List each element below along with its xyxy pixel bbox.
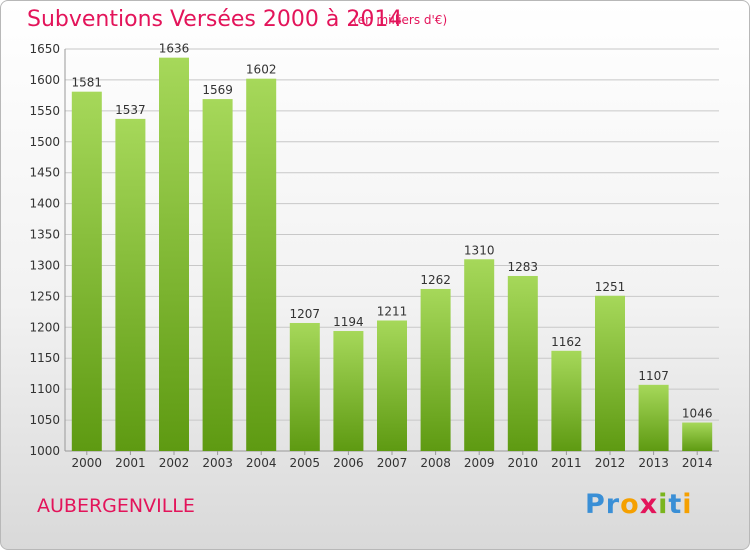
logo-letter: P [585,489,606,520]
data-label-2007: 1211 [377,305,408,319]
data-label-2008: 1262 [420,273,451,287]
x-tick-label-2009: 2009 [464,456,495,470]
data-label-2012: 1251 [595,280,626,294]
data-label-2000: 1581 [72,76,103,90]
y-tick-label: 1650 [29,42,60,56]
y-tick-label: 1500 [29,135,60,149]
x-tick-label-2013: 2013 [638,456,669,470]
y-tick-label: 1400 [29,197,60,211]
x-tick-label-2005: 2005 [290,456,321,470]
y-tick-label: 1550 [29,104,60,118]
bar-2009 [464,259,495,451]
bar-2008 [420,288,451,451]
labels: 1000 1050 1100 1150 1200 1250 1300 1350 1400 1450… [29,42,712,470]
x-tick-label-2008: 2008 [420,456,451,470]
bar-2004 [246,78,277,451]
y-tick-label: 1050 [29,413,60,427]
proxiti-logo: Proxiti [585,489,693,520]
x-tick-label-2004: 2004 [246,456,277,470]
data-label-2011: 1162 [551,335,582,349]
logo-letter: t [668,489,683,520]
logo-letter: i [658,489,669,520]
x-tick-label-2001: 2001 [115,456,146,470]
bar-2013 [638,384,669,451]
logo-letter: x [639,489,659,520]
y-tick-label: 1600 [29,73,60,87]
x-tick-label-2010: 2010 [508,456,539,470]
x-tick-label-2007: 2007 [377,456,408,470]
data-label-2001: 1537 [115,103,146,117]
data-label-2006: 1194 [333,315,364,329]
x-tick-label-2002: 2002 [159,456,190,470]
logo-letter: i [682,489,693,520]
y-tick-label: 1300 [29,258,60,272]
data-label-2005: 1207 [290,307,321,321]
x-tick-label-2000: 2000 [72,456,103,470]
chart-subtitle: (en milliers d'€) [353,13,448,27]
chart-title: Subventions Versées 2000 à 2014 [27,7,403,32]
bar-2000 [71,91,102,452]
data-label-2004: 1602 [246,63,277,77]
bar-2011 [551,350,582,451]
y-tick-label: 1100 [29,382,60,396]
bar-2001 [115,118,146,451]
data-label-2010: 1283 [508,260,539,274]
bar-2007 [377,320,407,451]
bars [71,57,713,452]
y-tick-label: 1450 [29,166,60,180]
y-tick-label: 1350 [29,228,60,242]
y-tick-label: 1150 [29,351,60,365]
y-tick-label: 1200 [29,320,60,334]
bar-2003 [202,99,233,451]
logo-letter: o [620,489,640,520]
bar-2005 [289,322,320,451]
x-tick-label-2006: 2006 [333,456,364,470]
x-tick-label-2003: 2003 [202,456,233,470]
data-label-2013: 1107 [638,369,669,383]
bar-2010 [507,275,538,451]
x-tick-label-2012: 2012 [595,456,626,470]
data-label-2002: 1636 [159,42,190,56]
data-label-2003: 1569 [202,83,233,97]
data-label-2009: 1310 [464,243,495,257]
data-label-2014: 1046 [682,407,713,421]
y-tick-label: 1000 [29,444,60,458]
y-tick-label: 1250 [29,289,60,303]
commune-name: AUBERGENVILLE [37,495,195,517]
x-tick-label-2011: 2011 [551,456,582,470]
bar-2002 [159,57,189,452]
x-tick-label-2014: 2014 [682,456,713,470]
bar-2014 [682,422,713,451]
bar-2006 [333,331,364,451]
logo-letter: r [605,489,621,520]
bar-2012 [595,295,625,451]
